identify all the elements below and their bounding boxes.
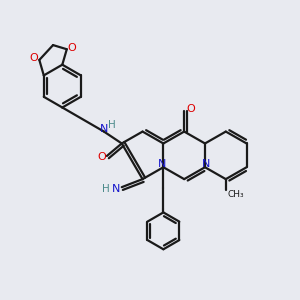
Text: O: O [30, 53, 38, 64]
Text: N: N [158, 159, 166, 169]
Text: O: O [97, 152, 106, 162]
Text: CH₃: CH₃ [228, 190, 244, 199]
Text: N: N [112, 184, 120, 194]
Text: H: H [108, 120, 116, 130]
Text: N: N [100, 124, 108, 134]
Text: O: O [68, 43, 76, 53]
Text: N: N [202, 159, 210, 169]
Text: O: O [186, 104, 195, 114]
Text: H: H [102, 184, 110, 194]
